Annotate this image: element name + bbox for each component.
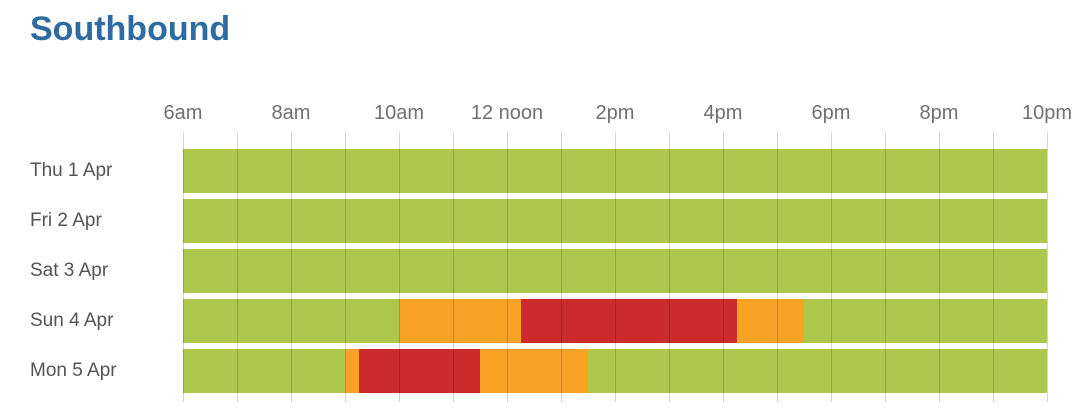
axis-tick-label: 10am xyxy=(373,102,425,124)
axis-tick-label: 4pm xyxy=(703,102,743,124)
congestion-segment-low xyxy=(588,349,1047,393)
congestion-segment-medium xyxy=(345,349,359,393)
congestion-segment-high xyxy=(520,299,737,343)
chart-row xyxy=(183,149,1047,193)
chart-row xyxy=(183,249,1047,293)
chart-row xyxy=(183,299,1047,343)
hour-gridline xyxy=(831,132,832,402)
congestion-segment-high xyxy=(358,349,480,393)
congestion-segment-low xyxy=(183,199,1047,243)
hour-gridline xyxy=(669,132,670,402)
hour-gridline xyxy=(183,132,184,402)
hour-gridline xyxy=(885,132,886,402)
axis-tick-label: 8am xyxy=(271,102,311,124)
congestion-segment-medium xyxy=(399,299,521,343)
hour-gridline xyxy=(723,132,724,402)
hour-gridline xyxy=(777,132,778,402)
congestion-segment-low xyxy=(183,149,1047,193)
axis-tick-label: 12 noon xyxy=(470,102,544,124)
congestion-segment-low xyxy=(183,249,1047,293)
hour-gridline xyxy=(345,132,346,402)
axis-tick-label: 8pm xyxy=(919,102,959,124)
hour-gridline xyxy=(1047,132,1048,402)
axis-tick-label: 6am xyxy=(163,102,203,124)
page-title: Southbound xyxy=(30,10,231,48)
chart-row xyxy=(183,199,1047,243)
congestion-segment-medium xyxy=(736,299,804,343)
hour-gridline xyxy=(507,132,508,402)
congestion-segment-medium xyxy=(480,349,588,393)
hour-gridline xyxy=(399,132,400,402)
hour-gridline xyxy=(939,132,940,402)
hour-gridline xyxy=(237,132,238,402)
hour-gridline xyxy=(561,132,562,402)
hour-gridline xyxy=(291,132,292,402)
congestion-segment-low xyxy=(183,299,399,343)
congestion-segment-low xyxy=(183,349,345,393)
axis-tick-label: 6pm xyxy=(811,102,851,124)
congestion-segment-low xyxy=(804,299,1047,343)
row-label: Sun 4 Apr xyxy=(30,310,114,331)
row-label: Thu 1 Apr xyxy=(30,160,113,181)
axis-tick-label: 10pm xyxy=(1021,102,1073,124)
hour-gridline xyxy=(993,132,994,402)
chart-row xyxy=(183,349,1047,393)
row-label: Fri 2 Apr xyxy=(30,210,102,231)
hour-gridline xyxy=(453,132,454,402)
hour-gridline xyxy=(615,132,616,402)
axis-tick-label: 2pm xyxy=(595,102,635,124)
row-label: Sat 3 Apr xyxy=(30,260,109,281)
row-label: Mon 5 Apr xyxy=(30,360,117,381)
